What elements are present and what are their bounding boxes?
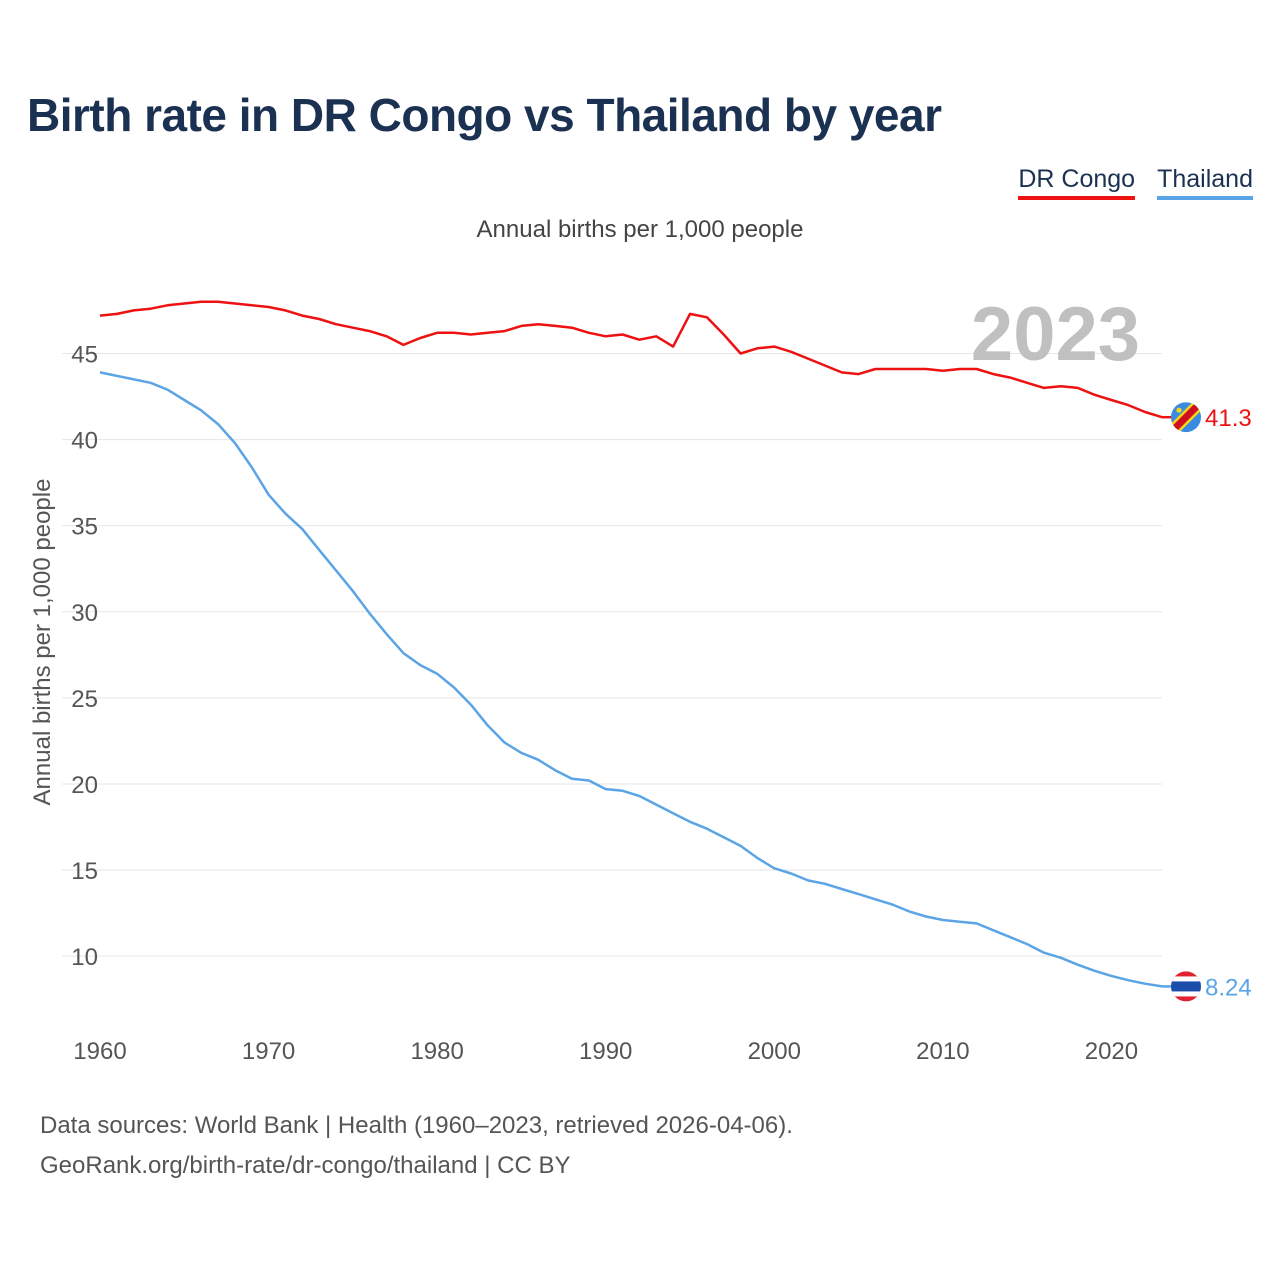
chart-title: Birth rate in DR Congo vs Thailand by ye… — [27, 89, 942, 141]
end-value-label-thailand: 8.24 — [1205, 974, 1252, 1001]
legend: DR Congo Thailand — [1018, 164, 1253, 200]
y-tick-label: 30 — [71, 600, 98, 627]
end-value-label-congo: 41.3 — [1205, 405, 1252, 432]
x-axis-ticks: 1960 1970 1980 1990 2000 2010 2020 — [73, 1038, 1138, 1065]
y-tick-label: 40 — [71, 428, 98, 455]
x-tick-label: 2000 — [748, 1038, 801, 1065]
legend-item-dr-congo[interactable]: DR Congo — [1018, 164, 1136, 200]
x-tick-label: 1960 — [73, 1038, 126, 1065]
y-axis-ticks: 10 15 20 25 30 35 40 45 — [71, 341, 98, 971]
series-lines — [99, 300, 1163, 988]
chart-subtitle: Annual births per 1,000 people — [476, 216, 804, 243]
footer-sources: Data sources: World Bank | Health (1960–… — [40, 1112, 793, 1139]
footer: Data sources: World Bank | Health (1960–… — [40, 1106, 793, 1186]
y-tick-label: 10 — [71, 944, 98, 971]
series-line-congo — [99, 300, 1163, 419]
y-tick-label: 45 — [71, 341, 98, 368]
footer-link[interactable]: GeoRank.org/birth-rate/dr-congo/thailand… — [40, 1152, 571, 1179]
y-axis-label: Annual births per 1,000 people — [29, 479, 56, 806]
gridlines — [62, 352, 1162, 957]
dr-congo-flag-icon — [1171, 402, 1201, 433]
legend-item-thailand[interactable]: Thailand — [1157, 164, 1253, 200]
y-tick-label: 35 — [71, 514, 98, 541]
line-chart: 10 15 20 25 30 35 40 45 1960 1970 1980 1990 2000 201… — [29, 292, 1252, 1065]
x-tick-label: 2010 — [916, 1038, 969, 1065]
x-tick-label: 1990 — [579, 1038, 632, 1065]
y-tick-label: 20 — [71, 772, 98, 799]
series-line-thailand — [99, 371, 1163, 988]
x-tick-label: 2020 — [1085, 1038, 1138, 1065]
x-tick-label: 1980 — [410, 1038, 463, 1065]
y-tick-label: 25 — [71, 686, 98, 713]
x-tick-label: 1970 — [242, 1038, 295, 1065]
y-tick-label: 15 — [71, 858, 98, 885]
year-watermark: 2023 — [971, 292, 1140, 377]
series-end-markers: 41.3 8.24 — [1162, 402, 1252, 1002]
thailand-flag-icon — [1171, 971, 1201, 1002]
